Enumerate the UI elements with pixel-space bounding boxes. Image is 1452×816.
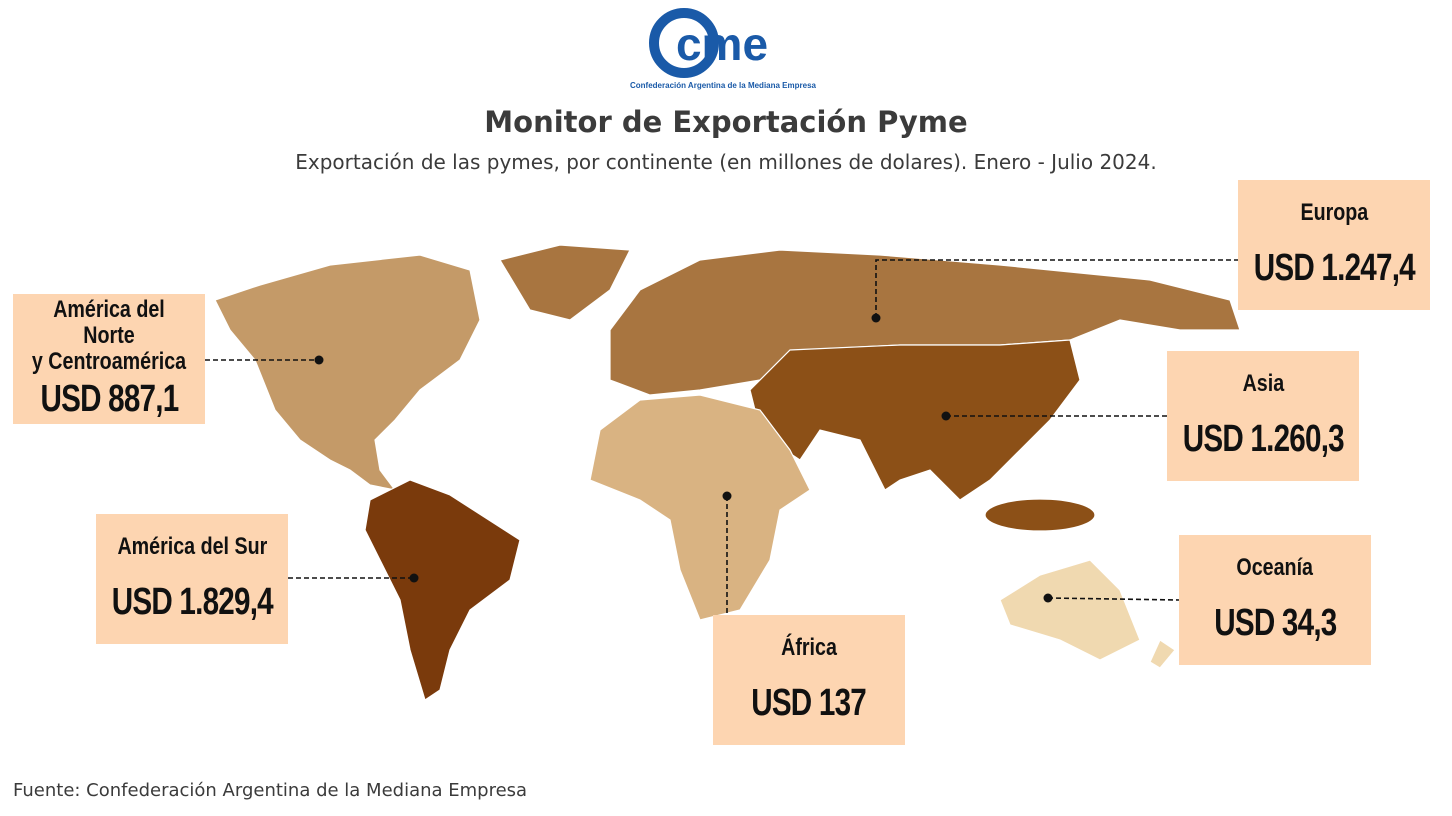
dot bbox=[1043, 593, 1053, 603]
dot bbox=[722, 491, 732, 501]
region-value: USD 887,1 bbox=[40, 378, 179, 420]
asia-islands bbox=[984, 498, 1096, 532]
region-name: Europa bbox=[1300, 200, 1368, 226]
dot bbox=[871, 313, 881, 323]
region-value: USD 1.247,4 bbox=[1253, 246, 1415, 289]
oceania bbox=[999, 559, 1141, 661]
region-box: Europa USD 1.247,4 bbox=[1238, 180, 1430, 310]
region-name: América del Sur bbox=[117, 534, 267, 560]
south-america bbox=[364, 479, 521, 701]
logo-ring bbox=[649, 8, 719, 78]
dot bbox=[941, 411, 951, 421]
region-box: Asia USD 1.260,3 bbox=[1167, 351, 1359, 481]
region-box: Oceanía USD 34,3 bbox=[1179, 535, 1371, 665]
europe bbox=[609, 249, 1241, 396]
greenland bbox=[499, 244, 631, 321]
region-name-line: África bbox=[781, 634, 837, 662]
region-name-line: y Centroamérica bbox=[31, 348, 187, 375]
region-name-line: Asia bbox=[1242, 370, 1284, 398]
logo-mark: cme bbox=[676, 18, 768, 70]
region-value: USD 1.260,3 bbox=[1182, 417, 1344, 460]
region-box: América del Norte y Centroamérica USD 887,… bbox=[13, 294, 205, 424]
dot bbox=[314, 355, 324, 365]
dot bbox=[409, 573, 419, 583]
region-name: Oceanía bbox=[1237, 555, 1314, 581]
region-name: África bbox=[781, 635, 837, 661]
source: Fuente: Confederación Argentina de la Me… bbox=[13, 780, 528, 801]
region-name-line: América del Sur bbox=[117, 533, 267, 561]
title: Monitor de Exportación Pyme bbox=[484, 105, 968, 139]
subtitle: Exportación de las pymes, por continente… bbox=[295, 150, 1157, 174]
region-box: África USD 137 bbox=[713, 615, 905, 745]
region-value: USD 137 bbox=[751, 681, 868, 724]
region-value: USD 1.829,4 bbox=[111, 580, 273, 623]
region-name: Asia bbox=[1242, 371, 1284, 397]
africa bbox=[589, 394, 811, 621]
region-name: América del Norte y Centroamérica bbox=[30, 297, 187, 375]
asia bbox=[749, 339, 1081, 501]
region-name-line: Europa bbox=[1300, 199, 1368, 227]
region-value: USD 34,3 bbox=[1213, 601, 1337, 644]
connector bbox=[1047, 597, 1180, 601]
region-name-line: Oceanía bbox=[1236, 554, 1314, 582]
region-box: América del Sur USD 1.829,4 bbox=[96, 514, 288, 644]
north-america bbox=[214, 254, 481, 491]
new-zealand bbox=[1149, 639, 1176, 669]
connector bbox=[875, 259, 1238, 318]
region-name-line: América del Norte bbox=[53, 296, 165, 349]
logo-caption: Confederación Argentina de la Mediana Em… bbox=[630, 81, 817, 90]
